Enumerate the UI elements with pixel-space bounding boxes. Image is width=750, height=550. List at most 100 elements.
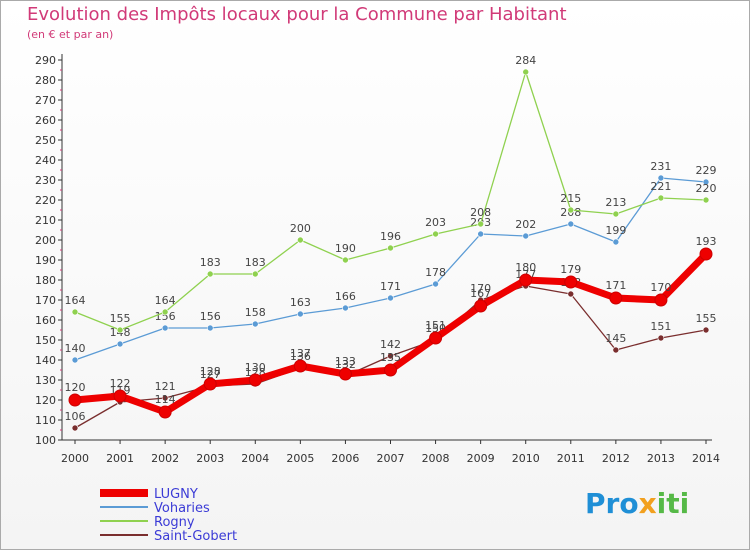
data-point-vohari-s — [116, 340, 124, 348]
data-point-lugny — [293, 359, 307, 373]
x-tick-label: 2009 — [467, 452, 495, 465]
data-point-lugny — [203, 377, 217, 391]
data-label-saint-gobert: 136 — [290, 350, 311, 363]
data-point-vohari-s — [206, 324, 214, 332]
data-label-rogny: 203 — [425, 216, 446, 229]
x-tick-label: 2013 — [647, 452, 675, 465]
data-label-vohari-s: 229 — [696, 164, 717, 177]
data-label-vohari-s: 166 — [335, 290, 356, 303]
data-point-rogny — [71, 308, 79, 316]
data-label-rogny: 196 — [380, 230, 401, 243]
data-label-rogny: 190 — [335, 242, 356, 255]
y-tick-label: 240 — [35, 154, 56, 167]
data-point-vohari-s — [432, 280, 439, 288]
legend-label-lugny: LUGNY — [154, 487, 198, 502]
x-tick-label: 2003 — [196, 452, 224, 465]
data-label-vohari-s: 178 — [425, 266, 446, 279]
data-point-lugny — [113, 389, 127, 403]
data-point-lugny — [654, 293, 668, 307]
data-label-vohari-s: 199 — [605, 224, 626, 237]
data-point-rogny — [612, 210, 620, 218]
x-tick-label: 2008 — [422, 452, 450, 465]
data-label-vohari-s: 158 — [245, 306, 266, 319]
data-label-rogny: 164 — [155, 294, 176, 307]
logo-part-2: x — [638, 487, 657, 520]
x-tick-label: 2011 — [557, 452, 585, 465]
data-point-vohari-s — [657, 174, 665, 182]
data-point-lugny — [699, 247, 713, 261]
data-label-vohari-s: 140 — [65, 342, 86, 355]
data-label-rogny: 221 — [650, 180, 671, 193]
y-tick-label: 270 — [35, 94, 56, 107]
x-tick-label: 2007 — [377, 452, 405, 465]
data-point-rogny — [206, 270, 214, 278]
data-point-vohari-s — [522, 232, 530, 240]
data-label-vohari-s: 156 — [155, 310, 176, 323]
data-label-saint-gobert: 170 — [470, 282, 491, 295]
data-point-lugny — [519, 273, 533, 287]
data-label-lugny: 137 — [290, 347, 311, 360]
data-label-rogny: 215 — [560, 192, 581, 205]
y-tick-label: 250 — [35, 134, 56, 147]
y-tick-label: 280 — [35, 74, 56, 87]
y-tick-label: 210 — [35, 214, 56, 227]
y-tick-label: 230 — [35, 174, 56, 187]
data-point-rogny — [161, 308, 169, 316]
proxiti-logo: Proxiti — [585, 487, 689, 520]
data-label-saint-gobert: 106 — [65, 410, 86, 423]
data-label-saint-gobert: 145 — [605, 332, 626, 345]
data-point-vohari-s — [702, 178, 710, 186]
data-label-saint-gobert: 121 — [155, 380, 176, 393]
data-point-rogny — [251, 270, 259, 278]
data-label-vohari-s: 231 — [650, 160, 671, 173]
data-point-lugny — [609, 291, 623, 305]
y-tick-label: 150 — [35, 334, 56, 347]
data-point-rogny — [432, 230, 439, 238]
data-point-vohari-s — [71, 356, 79, 364]
data-point-vohari-s — [251, 320, 259, 328]
y-tick-label: 180 — [35, 274, 56, 287]
data-point-rogny — [116, 326, 124, 334]
x-tick-label: 2014 — [692, 452, 720, 465]
data-point-saint-gobert — [612, 346, 620, 354]
legend-label-vohari-s: Voharies — [154, 501, 210, 516]
data-label-saint-gobert: 127 — [200, 368, 221, 381]
y-tick-label: 120 — [35, 394, 56, 407]
data-point-rogny — [567, 206, 575, 214]
data-point-lugny — [338, 367, 352, 381]
data-label-lugny: 133 — [335, 355, 356, 368]
data-point-vohari-s — [612, 238, 620, 246]
data-label-saint-gobert: 132 — [335, 358, 356, 371]
data-point-saint-gobert — [702, 326, 710, 334]
data-point-rogny — [477, 220, 484, 228]
data-label-rogny: 284 — [515, 54, 536, 67]
data-point-lugny — [68, 393, 82, 407]
data-point-lugny — [384, 363, 397, 377]
data-label-rogny: 213 — [605, 196, 626, 209]
data-point-vohari-s — [387, 294, 394, 302]
data-point-lugny — [474, 299, 488, 313]
data-label-lugny: 122 — [110, 377, 131, 390]
data-point-vohari-s — [297, 310, 304, 318]
data-label-lugny: 193 — [696, 235, 717, 248]
x-tick-label: 2000 — [61, 452, 89, 465]
data-point-saint-gobert — [71, 424, 79, 432]
data-point-lugny — [429, 331, 443, 345]
data-label-rogny: 208 — [470, 206, 491, 219]
x-tick-label: 2002 — [151, 452, 179, 465]
data-label-rogny: 200 — [290, 222, 311, 235]
x-tick-label: 2004 — [241, 452, 269, 465]
x-tick-label: 2006 — [331, 452, 359, 465]
data-label-rogny: 183 — [200, 256, 221, 269]
data-label-lugny: 128 — [200, 365, 221, 378]
y-tick-label: 220 — [35, 194, 56, 207]
x-tick-label: 2001 — [106, 452, 134, 465]
data-point-saint-gobert — [567, 290, 575, 298]
chart-subtitle: (en € et par an) — [27, 28, 114, 41]
data-point-rogny — [657, 194, 665, 202]
y-tick-label: 290 — [35, 54, 56, 67]
legend-label-saint-gobert: Saint-Gobert — [154, 529, 237, 544]
data-label-saint-gobert: 151 — [650, 320, 671, 333]
